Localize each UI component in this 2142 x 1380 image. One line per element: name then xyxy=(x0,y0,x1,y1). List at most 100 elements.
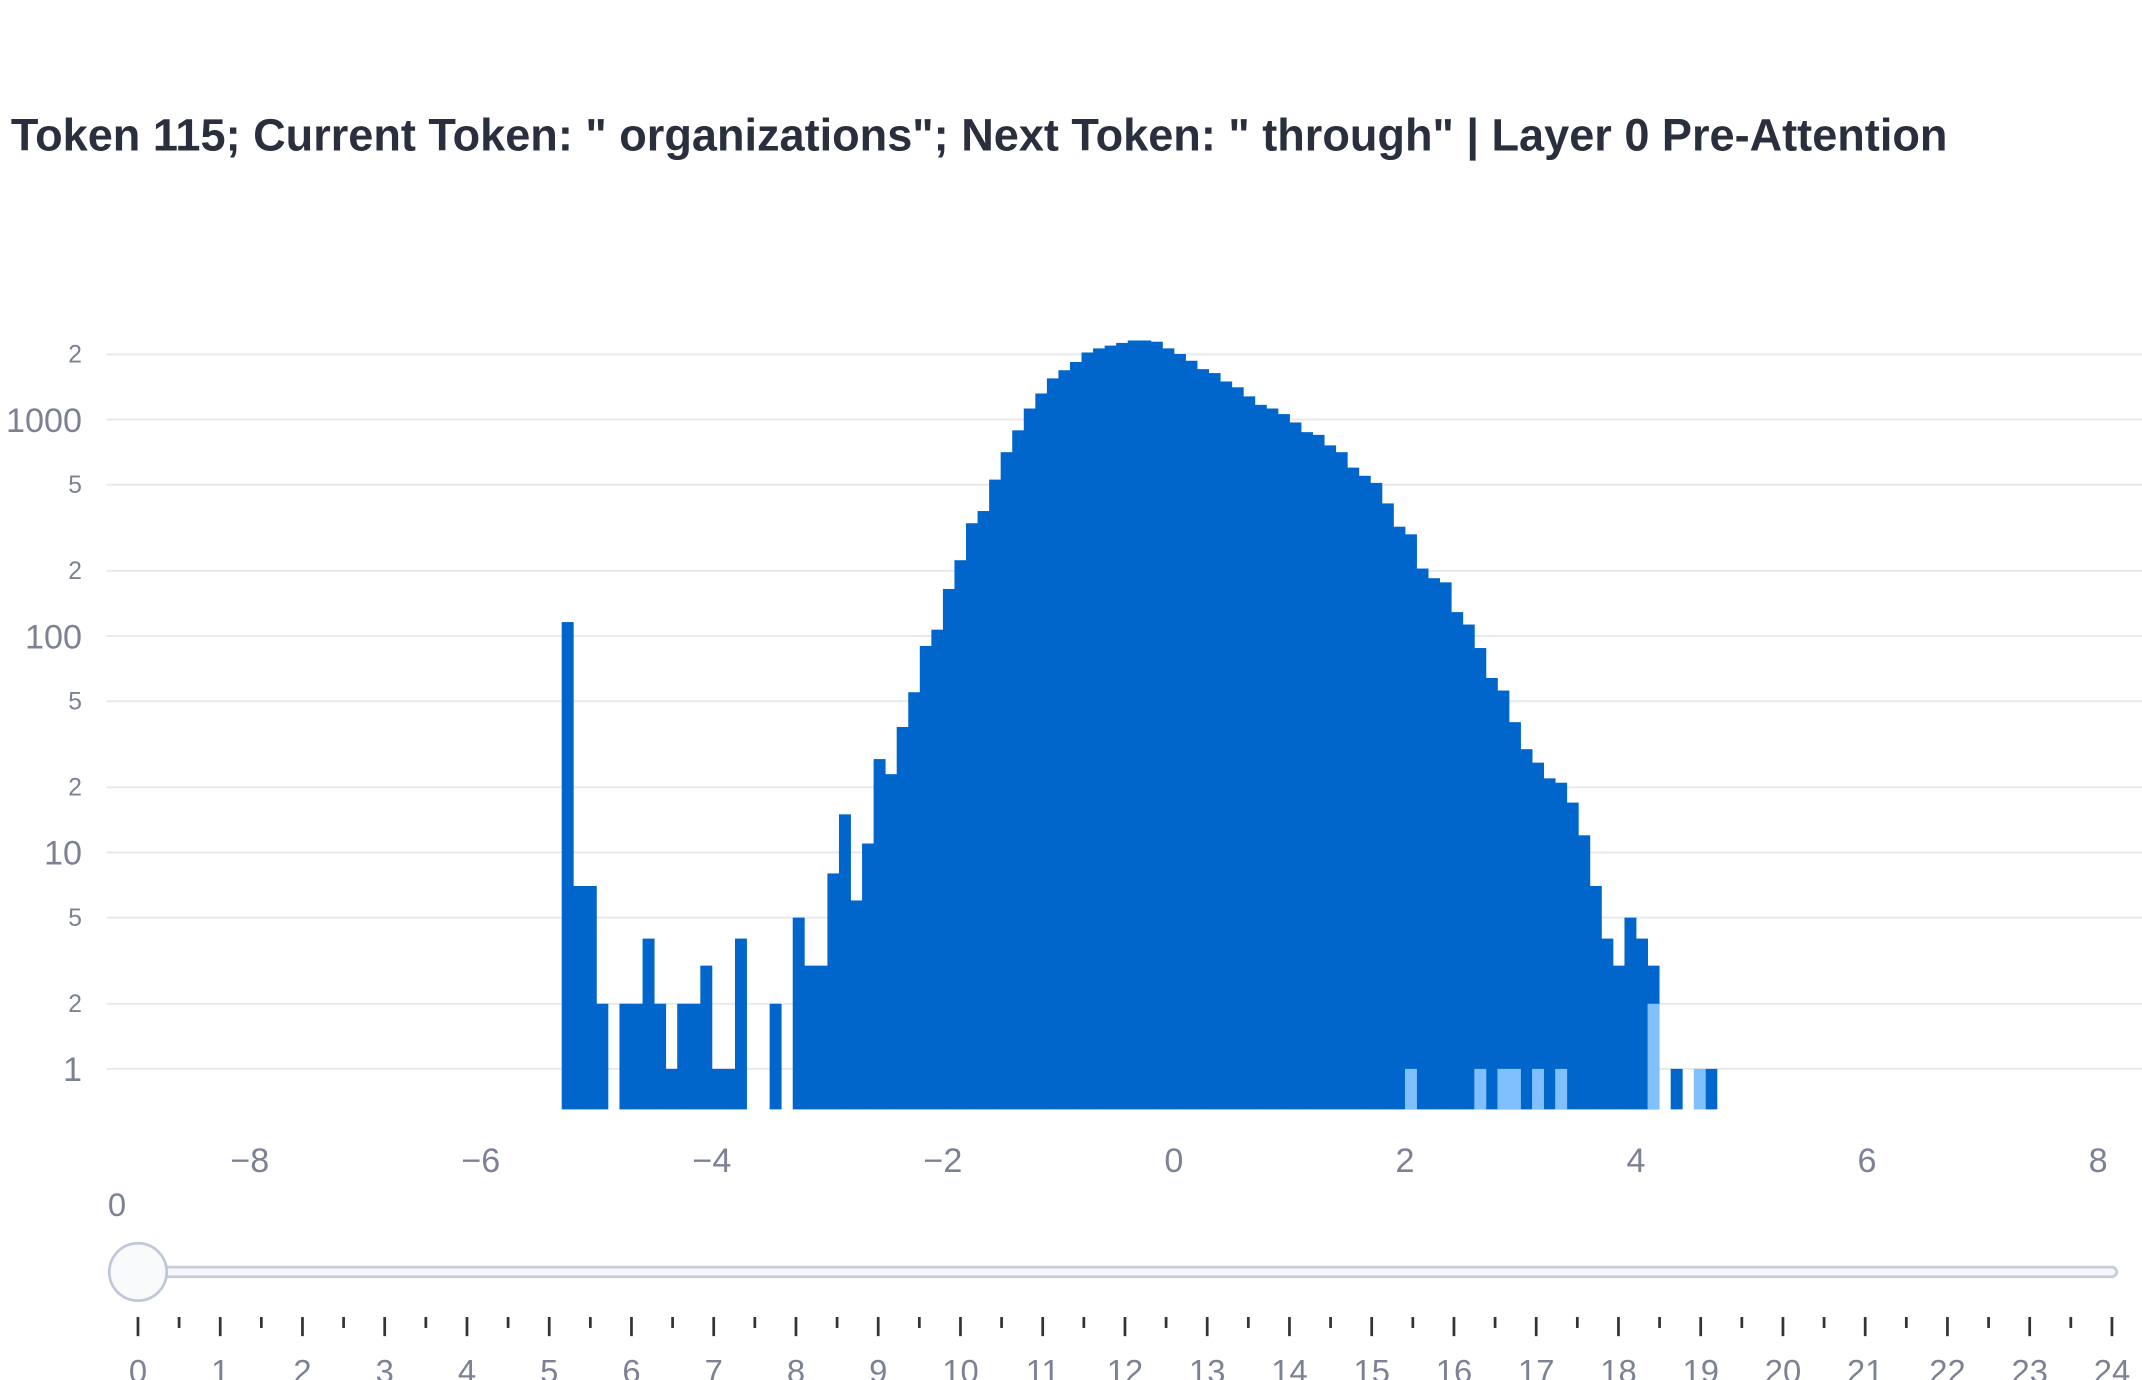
bar xyxy=(1208,373,1221,1110)
y-tick-label: 10 xyxy=(44,835,82,873)
bar xyxy=(931,629,944,1110)
bar xyxy=(1497,690,1510,1110)
bar xyxy=(1508,1068,1521,1110)
slider-step-label[interactable]: 11 xyxy=(1026,1353,1060,1380)
bar xyxy=(1462,624,1475,1110)
slider-step-label[interactable]: 14 xyxy=(1271,1353,1307,1380)
slider-step-label[interactable]: 1 xyxy=(211,1353,229,1380)
slider-step-label[interactable]: 6 xyxy=(622,1353,640,1380)
bar xyxy=(665,1068,678,1110)
bar xyxy=(977,511,990,1110)
y-tick-label: 2 xyxy=(68,342,82,369)
bar xyxy=(1127,340,1140,1110)
bar xyxy=(642,938,655,1110)
bar xyxy=(1104,345,1117,1110)
bar xyxy=(584,885,597,1110)
bar xyxy=(966,523,978,1110)
bar xyxy=(919,645,932,1110)
bar xyxy=(1370,482,1383,1110)
bar xyxy=(1474,648,1487,1110)
bar xyxy=(1612,965,1625,1110)
slider-step-label[interactable]: 19 xyxy=(1682,1353,1718,1380)
slider-step-label[interactable]: 7 xyxy=(705,1353,723,1380)
slider-current-label: 0 xyxy=(108,1186,126,1223)
slider-handle[interactable] xyxy=(107,1241,169,1302)
bar xyxy=(804,965,817,1110)
bar xyxy=(1197,369,1210,1110)
bar xyxy=(1000,452,1013,1110)
bar xyxy=(1243,396,1256,1110)
bar xyxy=(1601,938,1614,1110)
bar xyxy=(1081,352,1094,1110)
chart-title: Token 115; Current Token: " organization… xyxy=(11,109,1948,161)
slider-step-label[interactable]: 2 xyxy=(293,1353,311,1380)
bar xyxy=(1058,370,1071,1110)
bar xyxy=(885,774,898,1110)
slider-step-label[interactable]: 15 xyxy=(1353,1353,1389,1380)
bar xyxy=(1485,677,1498,1110)
slider-step-label[interactable]: 20 xyxy=(1765,1353,1801,1380)
bar xyxy=(1301,432,1313,1110)
bar xyxy=(1451,612,1464,1110)
bar xyxy=(862,843,875,1110)
bar xyxy=(631,1003,643,1110)
bar xyxy=(688,1003,701,1110)
bar xyxy=(908,692,921,1110)
y-tick-label: 100 xyxy=(25,618,82,656)
y-tick-label: 2 xyxy=(68,558,82,585)
bar xyxy=(677,1003,690,1110)
x-tick-label: 0 xyxy=(1164,1142,1183,1180)
bar xyxy=(942,588,955,1110)
bar xyxy=(1012,430,1025,1110)
bar xyxy=(1289,422,1302,1110)
bar xyxy=(561,622,574,1110)
slider-step-label[interactable]: 5 xyxy=(540,1353,558,1380)
slider-step-label[interactable]: 4 xyxy=(458,1353,476,1380)
y-tick-label: 5 xyxy=(68,472,82,499)
slider-step-label[interactable]: 23 xyxy=(2011,1353,2047,1380)
bar xyxy=(1508,722,1521,1110)
bar xyxy=(1266,408,1279,1110)
slider-step-label[interactable]: 22 xyxy=(1929,1353,1965,1380)
y-tick-label: 1000 xyxy=(6,402,82,440)
bar xyxy=(1393,526,1406,1110)
slider-step-label[interactable]: 18 xyxy=(1600,1353,1636,1380)
bar xyxy=(1416,568,1429,1110)
bar xyxy=(792,917,805,1110)
bar xyxy=(1693,1068,1706,1110)
slider-step-label[interactable]: 12 xyxy=(1107,1353,1143,1380)
bar xyxy=(1532,1068,1545,1110)
slider-step-label[interactable]: 10 xyxy=(942,1353,978,1380)
x-tick-label: −2 xyxy=(923,1142,962,1180)
slider-step-label[interactable]: 0 xyxy=(129,1353,147,1380)
bar xyxy=(1428,578,1441,1110)
slider-step-label[interactable]: 8 xyxy=(787,1353,805,1380)
slider-step-label[interactable]: 21 xyxy=(1847,1353,1883,1380)
slider-step-label[interactable]: 17 xyxy=(1518,1353,1554,1380)
bar xyxy=(1555,782,1568,1110)
bar xyxy=(1312,434,1325,1110)
slider-step-label[interactable]: 9 xyxy=(869,1353,887,1380)
bar xyxy=(1578,835,1591,1110)
bar xyxy=(1116,342,1129,1110)
bar xyxy=(1254,404,1267,1110)
bar xyxy=(1543,778,1556,1110)
slider-step-label[interactable]: 24 xyxy=(2094,1353,2130,1380)
bar xyxy=(1404,534,1417,1110)
bar xyxy=(1023,408,1036,1110)
slider-step-label[interactable]: 13 xyxy=(1189,1353,1225,1380)
x-tick-label: 4 xyxy=(1627,1142,1646,1180)
slider-step-label[interactable]: 3 xyxy=(376,1353,394,1380)
bar xyxy=(1139,340,1152,1110)
bar xyxy=(1439,582,1452,1110)
bar xyxy=(1520,749,1533,1110)
bar xyxy=(1231,387,1244,1110)
bar xyxy=(1381,503,1394,1110)
bar xyxy=(1035,393,1048,1110)
x-tick-label: 8 xyxy=(2089,1142,2108,1180)
bar xyxy=(1046,378,1059,1110)
bar xyxy=(873,759,886,1110)
bar xyxy=(573,885,586,1110)
slider-step-label[interactable]: 16 xyxy=(1436,1353,1472,1380)
